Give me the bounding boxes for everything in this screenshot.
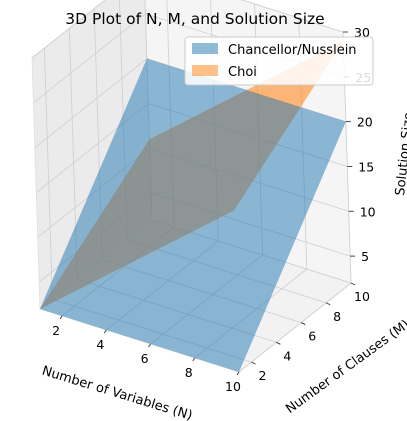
- z-tick-label: 20: [357, 115, 373, 130]
- gridline-z: [31, 0, 344, 59]
- y-tick-label: 2: [258, 368, 266, 383]
- y-axis-label: Number of Clauses (M): [283, 317, 407, 417]
- y-tick-mark: [350, 282, 356, 286]
- x-tick-label: 4: [96, 337, 104, 352]
- z-axis-label: Solution Size: [393, 112, 407, 197]
- y-tick-mark: [325, 302, 331, 306]
- x-tick-mark: [103, 329, 107, 334]
- x-tick-mark: [192, 357, 196, 362]
- z-tick-label: 5: [361, 249, 369, 264]
- legend-frame: [184, 36, 374, 86]
- y-tick-label: 6: [308, 329, 316, 344]
- x-tick-mark: [59, 315, 63, 320]
- y-tick-label: 10: [354, 289, 370, 304]
- legend: Chancellor/Nusslein Choi: [184, 36, 374, 86]
- y-tick-label: 4: [283, 348, 291, 363]
- legend-swatch-choi: [192, 65, 218, 76]
- x-tick-label: 8: [185, 365, 193, 380]
- legend-label-chancellor-nusslein: Chancellor/Nusslein: [228, 43, 357, 58]
- z-tick-label: 15: [358, 159, 374, 174]
- y-tick-mark: [276, 341, 281, 345]
- ticks: 24681024681051015202530: [52, 25, 376, 394]
- chart-title: 3D Plot of N, M, and Solution Size: [65, 10, 324, 28]
- z-tick-label: 10: [360, 204, 376, 219]
- x-tick-label: 2: [52, 323, 60, 338]
- x-tick-mark: [148, 343, 151, 348]
- surfaces: [40, 41, 346, 372]
- legend-swatch-chancellor-nusslein: [192, 43, 218, 54]
- x-tick-label: 10: [225, 379, 241, 394]
- surface-chancellor-nusslein: [40, 58, 346, 372]
- legend-label-choi: Choi: [228, 65, 257, 80]
- x-tick-mark: [236, 371, 240, 376]
- y-tick-mark: [251, 361, 256, 365]
- x-tick-label: 6: [141, 351, 149, 366]
- z-tick-label: 30: [354, 25, 370, 40]
- y-tick-mark: [301, 322, 306, 325]
- x-axis-label: Number of Variables (N): [40, 364, 194, 421]
- y-tick-label: 8: [333, 309, 341, 324]
